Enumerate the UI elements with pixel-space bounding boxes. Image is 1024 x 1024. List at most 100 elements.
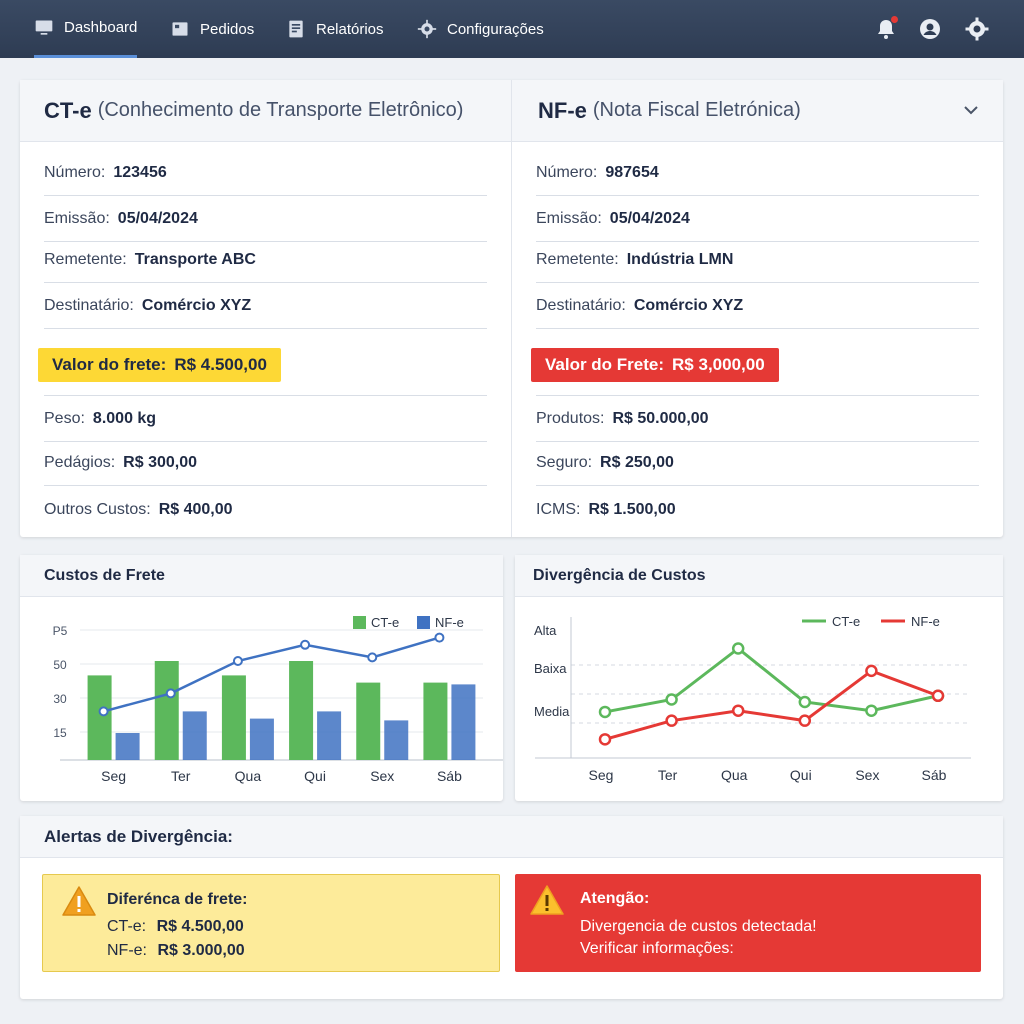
cte-freight-label: Valor do frete: xyxy=(52,355,167,374)
x-tick-label: Ter xyxy=(658,767,678,783)
series-point-nfe xyxy=(865,664,878,678)
cost-divergence-chart-card: Divergência de Custos Alta Baixa Media Seg T… xyxy=(515,555,1003,801)
nfe-numero-value: 987654 xyxy=(605,163,659,181)
freight-difference-nfe-value: R$ 3.000,00 xyxy=(157,942,245,959)
legend-swatch-ct-e xyxy=(353,616,366,629)
nfe-emissao-value: 05/04/2024 xyxy=(609,209,690,227)
gear-icon xyxy=(417,19,437,39)
notifications-button[interactable] xyxy=(872,15,900,43)
freight-costs-chart-card: Custos de Frete P5 50 30 15 Seg Ter Qua Qui Sex S… xyxy=(20,555,503,801)
nfe-remetente-value: Indústria LMN xyxy=(626,250,734,268)
nav-dashboard[interactable]: Dashboard xyxy=(34,0,138,58)
cost-divergence-line2: Verificar informações: xyxy=(580,940,734,957)
warning-icon xyxy=(62,886,96,916)
cost-divergence-chart-title: Divergência de Custos xyxy=(515,555,1003,597)
box-icon xyxy=(172,22,188,36)
bar-cte xyxy=(87,675,112,760)
nav-configuracoes[interactable]: Configurações xyxy=(417,0,544,58)
nav-configuracoes-label: Configurações xyxy=(447,20,544,38)
cte-destinatario-label: Destinatário: xyxy=(44,296,134,314)
settings-button[interactable] xyxy=(963,15,991,43)
cte-title: CT-e xyxy=(44,97,92,123)
cte-peso-label: Peso: xyxy=(44,409,85,427)
cost-divergence-heading: Atengão: xyxy=(580,890,650,907)
freight-difference-nfe-label: NF-e: xyxy=(107,942,147,959)
report-icon xyxy=(289,20,303,38)
freight-difference-alert: Diferénca de frete: CT-e: R$ 4.500,00 NF… xyxy=(42,874,500,972)
cte-emissao-label: Emissão: xyxy=(44,209,110,227)
nfe-freight-label: Valor do Frete: xyxy=(545,355,665,374)
trend-line xyxy=(103,636,440,713)
document-comparison-card: CT-e (Conhecimento de Transporte Eletrôn… xyxy=(20,80,1003,537)
bar-cte xyxy=(221,675,246,760)
freight-costs-chart: P5 50 30 15 Seg Ter Qua Qui Sex Sáb CT-e NF-e xyxy=(53,615,503,784)
trend-point xyxy=(434,632,445,643)
series-point-cte xyxy=(865,704,878,717)
nfe-field-destinatario: Destinatário: Comércio XYZ xyxy=(536,283,979,329)
x-tick-label: Seg xyxy=(101,768,126,784)
freight-difference-cte-line: CT-e: R$ 4.500,00 xyxy=(107,914,244,939)
nfe-title: NF-e xyxy=(538,97,587,123)
legend-swatch-nf-e xyxy=(417,616,430,629)
cte-freight-value-badge: Valor do frete: R$ 4.500,00 xyxy=(38,348,281,382)
cte-field-numero: Número: 123456 xyxy=(44,150,487,196)
x-tick-label: Qua xyxy=(721,767,748,783)
cte-field-pedagios: Pedágios: R$ 300,00 xyxy=(44,440,487,486)
nfe-seguro-value: R$ 250,00 xyxy=(600,453,674,471)
legend-label-ct-e: CT-e xyxy=(832,614,860,629)
series-point-cte xyxy=(798,695,812,709)
nfe-divider xyxy=(536,395,979,396)
freight-difference-heading: Diferénca de frete: xyxy=(107,891,248,908)
user-profile-button[interactable] xyxy=(916,15,944,43)
nfe-produtos-label: Produtos: xyxy=(536,409,605,427)
trend-point xyxy=(165,688,176,699)
bar-nfe xyxy=(451,684,476,760)
nav-relatorios[interactable]: Relatórios xyxy=(286,0,384,58)
cte-header: CT-e (Conhecimento de Transporte Eletrôn… xyxy=(20,80,511,142)
notification-badge xyxy=(891,16,898,23)
bar-nfe xyxy=(115,733,140,760)
nfe-freight-value: R$ 3,000,00 xyxy=(672,355,765,374)
nfe-freight-value-badge: Valor do Frete: R$ 3,000,00 xyxy=(531,348,779,382)
bell-icon xyxy=(878,20,894,39)
user-icon xyxy=(920,19,940,39)
cte-field-remetente: Remetente: Transporte ABC xyxy=(44,237,487,283)
trend-point xyxy=(232,656,243,666)
x-tick-label: Sex xyxy=(370,768,394,784)
nav-pedidos-label: Pedidos xyxy=(200,20,255,38)
series-point-nfe xyxy=(665,714,678,727)
freight-costs-chart-title: Custos de Frete xyxy=(20,555,503,597)
y-tick-label: P5 xyxy=(53,624,68,638)
x-tick-label: Sáb xyxy=(922,767,947,783)
nfe-field-numero: Número: 987654 xyxy=(536,150,979,196)
bar-cte xyxy=(289,661,314,760)
nav-relatorios-label: Relatórios xyxy=(316,20,384,38)
nfe-emissao-label: Emissão: xyxy=(536,209,602,227)
cte-pedagios-label: Pedágios: xyxy=(44,453,116,471)
legend-label-nf-e: NF-e xyxy=(911,614,940,629)
settings-gear-icon xyxy=(965,17,989,41)
nfe-produtos-value: R$ 50.000,00 xyxy=(612,409,709,427)
x-tick-label: Qui xyxy=(304,768,326,784)
cte-field-outros: Outros Custos: R$ 400,00 xyxy=(44,487,487,533)
cte-freight-value: R$ 4.500,00 xyxy=(174,355,267,374)
nfe-field-remetente: Remetente: Indústria LMN xyxy=(536,237,979,283)
trend-point xyxy=(367,652,378,663)
cost-divergence-line1: Divergencia de custos detectada! xyxy=(580,918,817,935)
series-point-nfe xyxy=(598,733,612,746)
bar-cte xyxy=(356,682,381,760)
nav-pedidos[interactable]: Pedidos xyxy=(170,0,254,58)
x-tick-label: Seg xyxy=(589,767,614,783)
monitor-icon xyxy=(35,20,53,35)
freight-difference-cte-value: R$ 4.500,00 xyxy=(156,918,244,935)
nfe-numero-label: Número: xyxy=(536,163,598,181)
series-line-cte xyxy=(604,646,939,714)
x-tick-label: Ter xyxy=(171,768,191,784)
nfe-icms-label: ICMS: xyxy=(536,501,581,518)
nfe-seguro-label: Seguro: xyxy=(536,453,593,471)
chevron-down-icon[interactable] xyxy=(963,104,979,116)
series-point-cte xyxy=(731,642,745,655)
bar-nfe xyxy=(182,711,207,760)
cte-subtitle: (Conhecimento de Transporte Eletrônico) xyxy=(97,99,464,121)
cost-divergence-alert: Atengão: Divergencia de custos detectada… xyxy=(515,874,981,972)
